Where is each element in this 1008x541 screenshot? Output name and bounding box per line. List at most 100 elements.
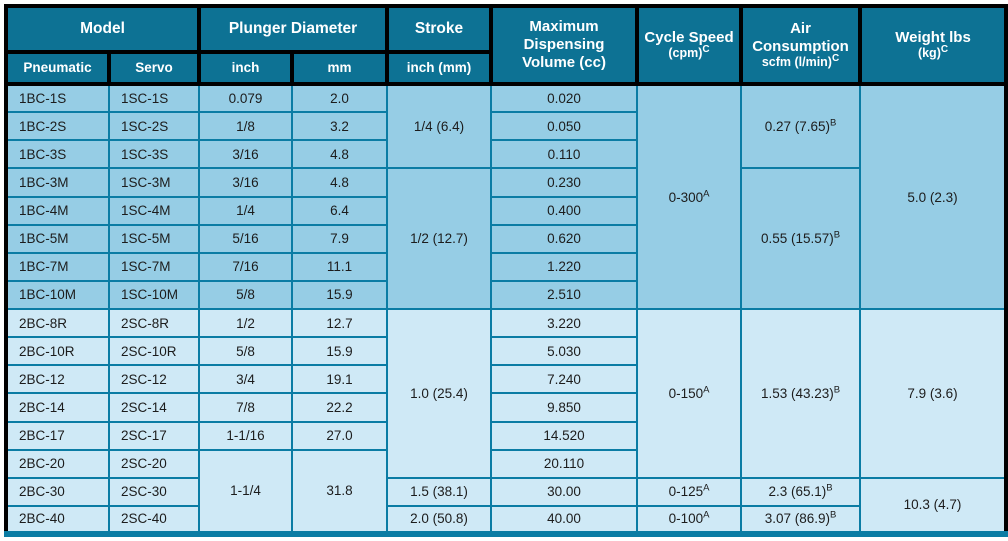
plunger-inch-cell: 3/4 [198,364,293,395]
servo-model-cell: 2SC-20 [108,448,200,479]
pneumatic-model-cell: 2BC-17 [5,420,110,451]
plunger-inch-cell: 1/8 [198,111,293,142]
table-row: 2BC-40 2SC-40 2.0 (50.8) 40.00 0-100A 3.… [5,504,1006,536]
plunger-mm-cell: 12.7 [290,307,389,339]
volume-cell: 5.030 [490,336,639,367]
pneumatic-model-cell: 2BC-14 [5,392,110,423]
table-row: 2BC-20 2SC-20 1-1/4 31.8 20.110 [5,448,1006,536]
servo-model-cell: 2SC-40 [108,504,200,536]
header-line: Consumption [752,37,849,55]
plunger-mm-cell: 7.9 [290,223,389,254]
table-row: 2BC-14 2SC-14 7/8 22.2 9.850 [5,392,1006,423]
volume-cell: 30.00 [490,476,639,507]
air-consumption-value: 3.07 (86.9) [764,511,830,527]
header-line: Weight lbs [895,28,971,46]
stroke-unit-header: inch (mm) [385,50,494,86]
footnote-marker: A [703,384,710,396]
volume-cell: 0.050 [490,111,639,142]
plunger-inch-cell: 7/8 [198,392,293,423]
plunger-inch-cell: 1-1/4 [198,448,293,536]
pneumatic-model-cell: 2BC-30 [5,476,110,507]
valve-specifications-table: Model Plunger Diameter Stroke Maximum Di… [4,4,1008,537]
servo-model-cell: 1SC-3M [108,167,200,198]
servo-model-cell: 1SC-4M [108,195,200,226]
plunger-inch-cell: 3/16 [198,139,293,170]
air-consumption-value: 2.3 (65.1) [768,484,827,500]
plunger-mm-cell: 11.1 [290,251,389,282]
stroke-cell: 1.5 (38.1) [386,476,493,507]
plunger-mm-cell: 3.2 [290,111,389,142]
weight-unit: (kg) [917,46,941,61]
plunger-inch-cell: 1/4 [198,195,293,226]
plunger-mm-cell: 2.0 [290,82,389,114]
footnote-marker: B [829,509,837,521]
servo-header: Servo [107,50,201,86]
volume-cell: 1.220 [490,251,639,282]
cycle-speed-cell: 0-150A [636,308,743,479]
volume-cell: 0.110 [490,139,639,170]
cycle-speed-value: 0-150 [668,385,704,401]
header-unit-line: (kg)C [865,44,1001,61]
header-row-2: Pneumatic Servo inch mm inch (mm) [4,50,1006,86]
plunger-mm-cell: 15.9 [290,336,389,367]
footnote-marker: A [703,509,710,521]
plunger-inch-cell: 1-1/16 [198,420,293,451]
air-consumption-cell: 2.3 (65.1)B [740,476,862,507]
weight-header: Weight lbs (kg)C [858,4,1008,86]
table-row: 1BC-1S 1SC-1S 0.079 2.0 1/4 (6.4) 0.020 … [5,82,1008,310]
air-consumption-unit: scfm (l/min) [761,55,832,70]
servo-model-cell: 1SC-5M [108,223,200,254]
weight-cell: 10.3 (4.7) [859,476,1008,536]
air-consumption-cell: 0.27 (7.65)B [740,82,862,170]
cycle-speed-value: 0-125 [668,484,704,500]
header-unit-line: (cpm)C [642,45,736,61]
plunger-mm-cell: 4.8 [290,139,389,170]
plunger-inch-cell: 5/8 [198,279,293,311]
table-row: 1BC-3S 1SC-3S 3/16 4.8 0.110 [5,139,1006,170]
plunger-mm-cell: 31.8 [290,448,389,536]
volume-cell: 40.00 [490,504,639,536]
pneumatic-model-cell: 1BC-4M [5,195,110,226]
air-consumption-header: Air Consumption scfm (l/min)C [739,4,863,86]
pneumatic-model-cell: 1BC-3M [5,167,110,198]
pneumatic-model-cell: 1BC-3S [5,139,110,170]
volume-cell: 9.850 [490,392,639,423]
pneumatic-model-cell: 1BC-2S [5,111,110,142]
header-row-1: Model Plunger Diameter Stroke Maximum Di… [4,4,1008,86]
servo-model-cell: 1SC-2S [108,111,200,142]
cycle-speed-unit: (cpm) [668,46,703,61]
table-row: 1BC-7M 1SC-7M 7/16 11.1 1.220 [5,251,1006,282]
cycle-speed-cell: 0-300A [636,83,743,310]
footnote-marker: C [940,44,949,56]
servo-model-cell: 1SC-1S [108,82,200,114]
servo-model-cell: 2SC-8R [108,307,200,339]
header-line: Volume (cc) [522,53,606,71]
plunger-inch-cell: 3/16 [198,167,293,198]
pneumatic-model-cell: 1BC-5M [5,223,110,254]
table-row: 2BC-30 2SC-30 1.5 (38.1) 30.00 0-125A 2.… [5,476,1008,536]
max-dispensing-volume-header: Maximum Dispensing Volume (cc) [489,4,640,86]
servo-model-cell: 2SC-14 [108,392,200,423]
plunger-diameter-header: Plunger Diameter [196,4,390,54]
header-line: Air [790,19,811,37]
cycle-speed-cell: 0-125A [636,476,743,507]
header-line: Maximum [529,18,599,36]
plunger-mm-cell: 27.0 [290,420,389,451]
mm-header: mm [289,50,390,86]
plunger-mm-cell: 6.4 [290,195,389,226]
stroke-cell: 1/4 (6.4) [386,82,493,170]
servo-model-cell: 1SC-7M [108,251,200,282]
servo-model-cell: 2SC-12 [108,364,200,395]
footnote-marker: A [703,188,710,199]
volume-cell: 0.400 [490,195,639,226]
table-row: 1BC-5M 1SC-5M 5/16 7.9 0.620 [5,223,1006,254]
footnote-marker: C [831,53,840,65]
cycle-speed-header: Cycle Speed (cpm)C [635,4,744,86]
header-line: Cycle Speed [644,28,734,46]
model-header: Model [4,4,201,54]
pneumatic-model-cell: 2BC-12 [5,364,110,395]
air-consumption-value: 1.53 (43.23) [760,385,834,401]
weight-cell: 5.0 (2.3) [859,83,1008,310]
pneumatic-model-cell: 2BC-20 [5,448,110,479]
